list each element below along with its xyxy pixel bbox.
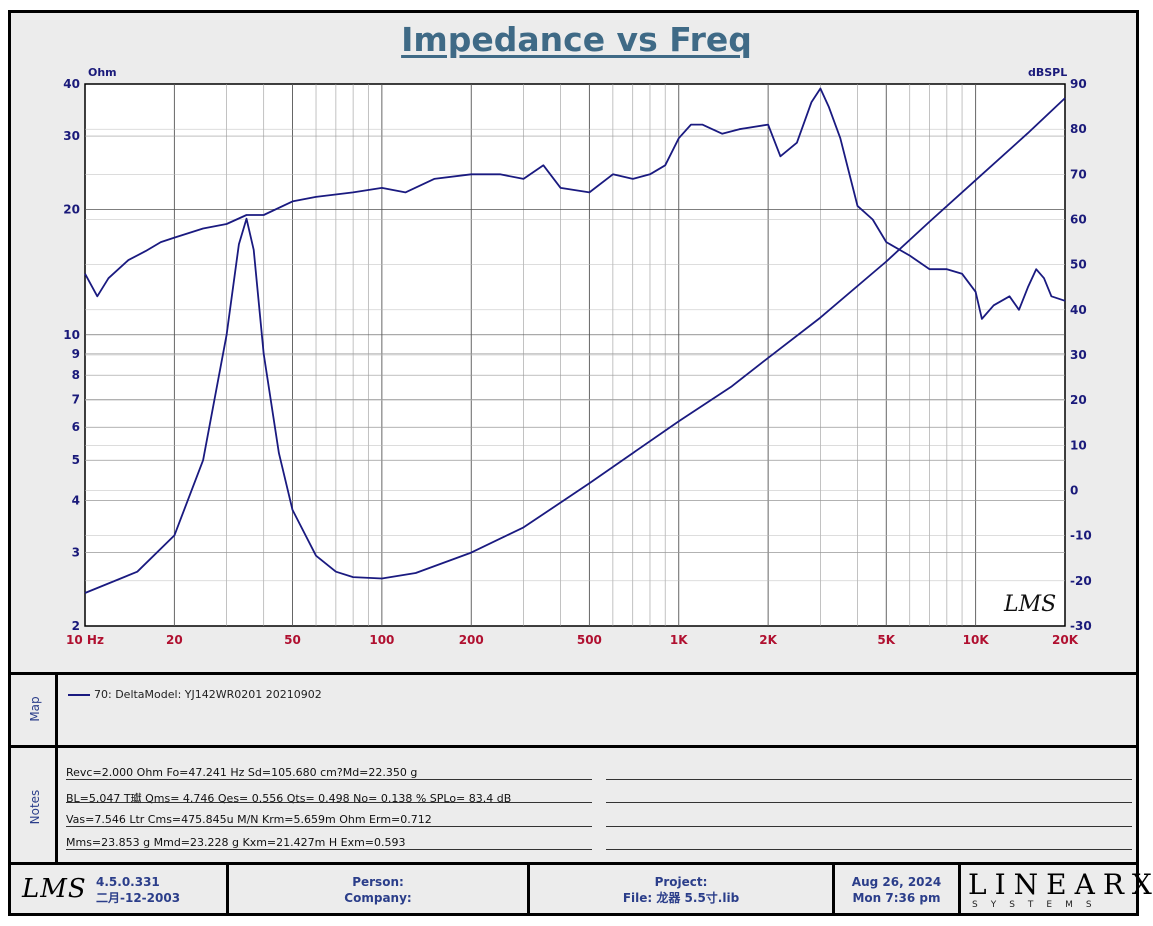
footer-divider (226, 862, 229, 916)
date-block: Aug 26, 2024 Mon 7:36 pm (835, 874, 958, 906)
time: Mon 7:36 pm (852, 891, 941, 905)
y-tick-label-left: 7 (72, 392, 80, 406)
x-tick-label: 2K (759, 633, 777, 647)
left-axis-unit: Ohm (88, 66, 117, 79)
divider-sidelabels (55, 672, 58, 864)
file-label: File: 龙器 5.5寸.lib (622, 891, 740, 905)
divider-map-notes (8, 745, 1139, 748)
note-rule (606, 779, 1132, 780)
y-tick-label-right: -30 (1070, 619, 1092, 633)
note-line-3: Vas=7.546 Ltr Cms=475.845u M/N Krm=5.659… (66, 813, 432, 826)
y-tick-label-right: 70 (1070, 167, 1087, 181)
footer-divider (958, 862, 961, 916)
linearx-subtitle: SYSTEMS (972, 900, 1105, 910)
project-label: Project: (654, 875, 708, 889)
footer-divider (832, 862, 835, 916)
y-tick-label-right: 80 (1070, 122, 1087, 136)
company-label: Company: (344, 891, 412, 905)
x-tick-label: 100 (369, 633, 394, 647)
y-tick-label-left: 4 (72, 494, 80, 508)
y-tick-label-left: 10 (63, 328, 80, 342)
x-tick-label: 10 Hz (66, 633, 104, 647)
y-tick-label-left: 30 (63, 129, 80, 143)
footer-divider (527, 862, 530, 916)
person-block: Person: Company: (229, 874, 527, 906)
y-tick-label-left: 9 (72, 347, 80, 361)
y-tick-label-right: -20 (1070, 574, 1092, 588)
note-line-1: Revc=2.000 Ohm Fo=47.241 Hz Sd=105.680 c… (66, 766, 418, 779)
lms-watermark: LMS (1004, 592, 1057, 617)
legend-entry: 70: DeltaModel: YJ142WR0201 20210902 (68, 688, 322, 701)
x-tick-label: 10K (963, 633, 990, 647)
map-label: Map (28, 696, 42, 722)
note-line-4: Mms=23.853 g Mmd=23.228 g Kxm=21.427m H … (66, 836, 406, 849)
x-tick-label: 50 (284, 633, 301, 647)
divider-plot-map (8, 672, 1139, 675)
version: 4.5.0.331 (96, 875, 160, 889)
y-tick-label-right: 20 (1070, 393, 1087, 407)
y-tick-label-right: 40 (1070, 303, 1087, 317)
right-axis-unit: dBSPL (1028, 66, 1068, 79)
linearx-logo: LINEARX (968, 868, 1153, 901)
y-tick-label-left: 20 (63, 202, 80, 216)
y-tick-label-left: 40 (63, 77, 80, 91)
notes-label: Notes (28, 789, 42, 825)
y-tick-label-right: 10 (1070, 438, 1087, 452)
note-rule (66, 779, 592, 780)
x-tick-label: 1K (670, 633, 688, 647)
y-tick-label-left: 3 (72, 546, 80, 560)
y-tick-label-right: 30 (1070, 348, 1087, 362)
x-tick-label: 20K (1052, 633, 1079, 647)
y-tick-label-right: 0 (1070, 484, 1078, 498)
legend-swatch (68, 694, 90, 696)
y-tick-label-left: 2 (72, 619, 80, 633)
series-line-spl (84, 87, 1066, 320)
lms-logo: LMS (22, 874, 87, 904)
note-rule (606, 849, 1132, 850)
note-line-2: BL=5.047 T瓛 Qms= 4.746 Qes= 0.556 Qts= 0… (66, 792, 512, 805)
y-tick-label-left: 5 (72, 453, 80, 467)
y-tick-label-right: 60 (1070, 213, 1087, 227)
version-block: 4.5.0.331 二月-12-2003 (96, 874, 180, 906)
y-tick-label-right: -10 (1070, 529, 1092, 543)
project-block: Project: File: 龙器 5.5寸.lib (530, 874, 832, 906)
divider-notes-footer (8, 862, 1139, 865)
note-rule (66, 802, 592, 803)
note-rule (66, 826, 592, 827)
date: Aug 26, 2024 (851, 875, 942, 889)
note-rule (606, 826, 1132, 827)
note-rule (606, 802, 1132, 803)
x-tick-label: 20 (166, 633, 183, 647)
y-tick-label-left: 8 (72, 368, 80, 382)
x-tick-label: 500 (577, 633, 602, 647)
person-label: Person: (352, 875, 404, 889)
note-rule (66, 849, 592, 850)
build-date: 二月-12-2003 (96, 891, 181, 905)
x-tick-label: 200 (459, 633, 484, 647)
chart-title: Impedance vs Freq (401, 20, 752, 59)
series-line-impedance (84, 97, 1066, 594)
y-tick-label-right: 90 (1070, 77, 1087, 91)
x-tick-label: 5K (877, 633, 895, 647)
y-tick-label-right: 50 (1070, 258, 1087, 272)
legend-text: 70: DeltaModel: YJ142WR0201 20210902 (94, 688, 322, 701)
y-tick-label-left: 6 (72, 420, 80, 434)
